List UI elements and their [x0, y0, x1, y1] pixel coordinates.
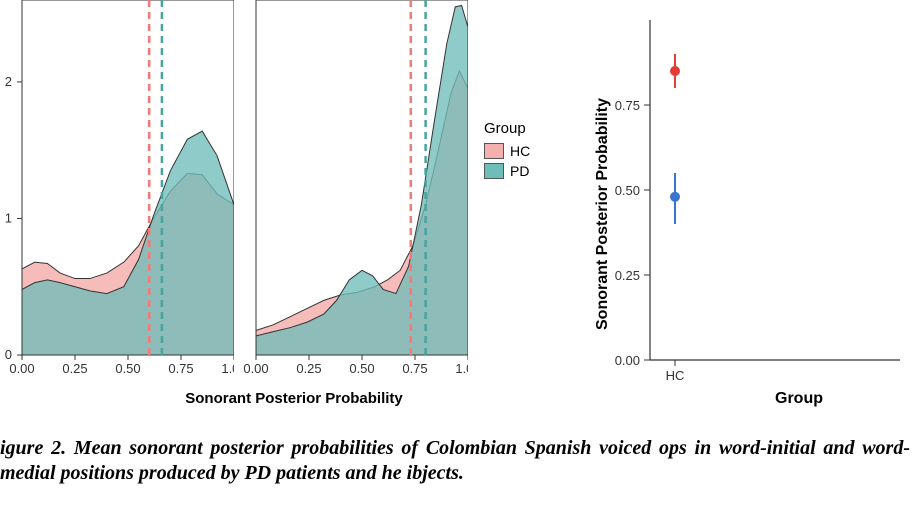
svg-text:0.25: 0.25 [62, 361, 87, 376]
legend-label: PD [510, 163, 529, 179]
figure-caption: igure 2. Mean sonorant posterior probabi… [0, 436, 910, 486]
svg-text:0.50: 0.50 [615, 183, 640, 198]
svg-text:0.75: 0.75 [615, 98, 640, 113]
svg-text:0.00: 0.00 [9, 361, 34, 376]
dot-plot-y-label: Sonorant Posterior Probability [594, 98, 612, 330]
figure-container: 0.00 0.25 0.50 0.75 1.00 0 1 2 0.00 0.25 0.50 0.75… [0, 0, 918, 460]
svg-text:0.25: 0.25 [296, 361, 321, 376]
svg-text:0.00: 0.00 [243, 361, 268, 376]
svg-text:0.25: 0.25 [615, 268, 640, 283]
svg-text:HC: HC [666, 368, 685, 383]
legend-swatch [484, 143, 504, 159]
svg-text:0.50: 0.50 [349, 361, 374, 376]
legend-swatch [484, 163, 504, 179]
svg-text:1.00: 1.00 [221, 361, 234, 376]
density-x-label: Sonorant Posterior Probability [80, 390, 508, 407]
legend: Group HC PD [484, 120, 530, 183]
svg-text:0: 0 [5, 347, 12, 362]
svg-text:0.00: 0.00 [615, 353, 640, 368]
legend-label: HC [510, 143, 530, 159]
legend-item: PD [484, 163, 530, 179]
legend-item: HC [484, 143, 530, 159]
dot-plot: Sonorant Posterior Probability Group 0.0… [580, 0, 918, 410]
dot-plot-x-label: Group [775, 390, 823, 408]
svg-text:0.50: 0.50 [115, 361, 140, 376]
legend-title: Group [484, 120, 530, 137]
svg-text:1: 1 [5, 210, 12, 225]
svg-text:0.75: 0.75 [402, 361, 427, 376]
svg-text:0.75: 0.75 [168, 361, 193, 376]
svg-text:1.00: 1.00 [455, 361, 468, 376]
svg-text:2: 2 [5, 74, 12, 89]
